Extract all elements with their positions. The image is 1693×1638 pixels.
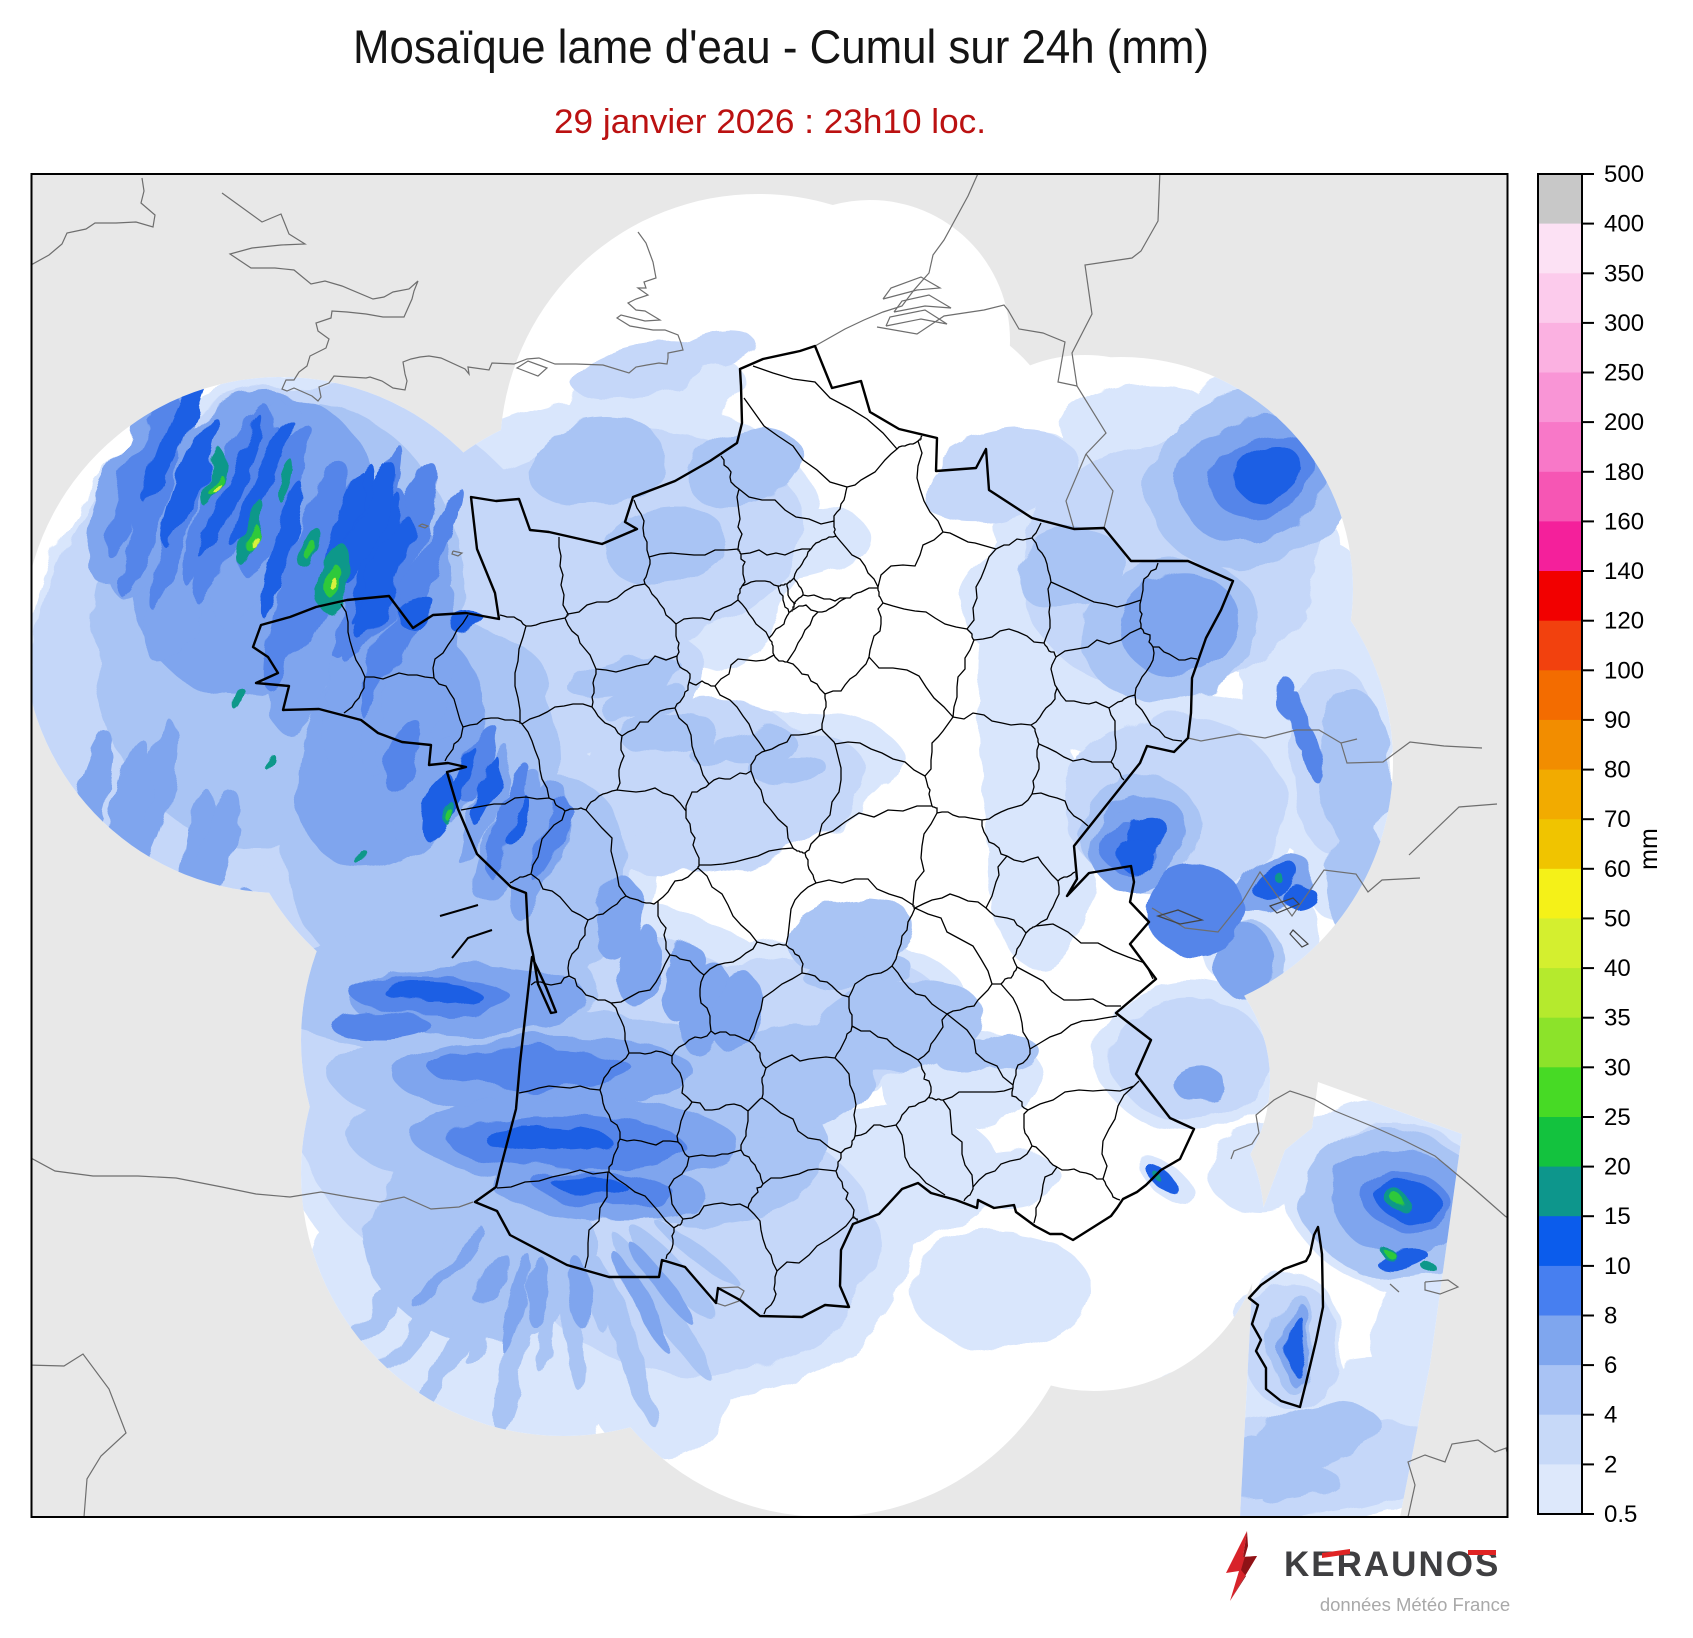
svg-text:200: 200 (1604, 409, 1644, 436)
svg-text:mm: mm (1635, 828, 1663, 870)
svg-text:0.5: 0.5 (1604, 1501, 1637, 1528)
svg-text:160: 160 (1604, 508, 1644, 535)
svg-text:400: 400 (1604, 211, 1644, 238)
svg-text:80: 80 (1604, 757, 1631, 784)
svg-text:180: 180 (1604, 459, 1644, 486)
svg-text:4: 4 (1604, 1402, 1617, 1429)
svg-text:15: 15 (1604, 1203, 1631, 1230)
svg-text:90: 90 (1604, 707, 1631, 734)
svg-text:10: 10 (1604, 1253, 1631, 1280)
svg-text:50: 50 (1604, 905, 1631, 932)
svg-text:8: 8 (1604, 1303, 1617, 1330)
svg-text:KERAUNOS: KERAUNOS (1284, 1545, 1500, 1584)
svg-text:70: 70 (1604, 806, 1631, 833)
svg-text:100: 100 (1604, 657, 1644, 684)
svg-text:35: 35 (1604, 1005, 1631, 1032)
svg-text:140: 140 (1604, 558, 1644, 585)
svg-text:40: 40 (1604, 955, 1631, 982)
svg-text:120: 120 (1604, 608, 1644, 635)
svg-text:60: 60 (1604, 856, 1631, 883)
svg-text:25: 25 (1604, 1104, 1631, 1131)
svg-text:données Météo France: données Météo France (1320, 1594, 1510, 1615)
svg-text:Mosaïque lame d'eau - Cumul su: Mosaïque lame d'eau - Cumul sur 24h (mm) (353, 20, 1209, 73)
svg-text:350: 350 (1604, 260, 1644, 287)
svg-text:2: 2 (1604, 1451, 1617, 1478)
svg-text:29 janvier 2026 : 23h10 loc.: 29 janvier 2026 : 23h10 loc. (554, 103, 986, 141)
svg-text:500: 500 (1604, 161, 1644, 188)
svg-text:300: 300 (1604, 310, 1644, 337)
svg-text:30: 30 (1604, 1054, 1631, 1081)
svg-text:250: 250 (1604, 360, 1644, 387)
svg-text:6: 6 (1604, 1352, 1617, 1379)
svg-text:20: 20 (1604, 1154, 1631, 1181)
